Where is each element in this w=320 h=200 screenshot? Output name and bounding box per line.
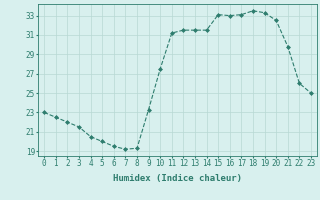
X-axis label: Humidex (Indice chaleur): Humidex (Indice chaleur) — [113, 174, 242, 183]
